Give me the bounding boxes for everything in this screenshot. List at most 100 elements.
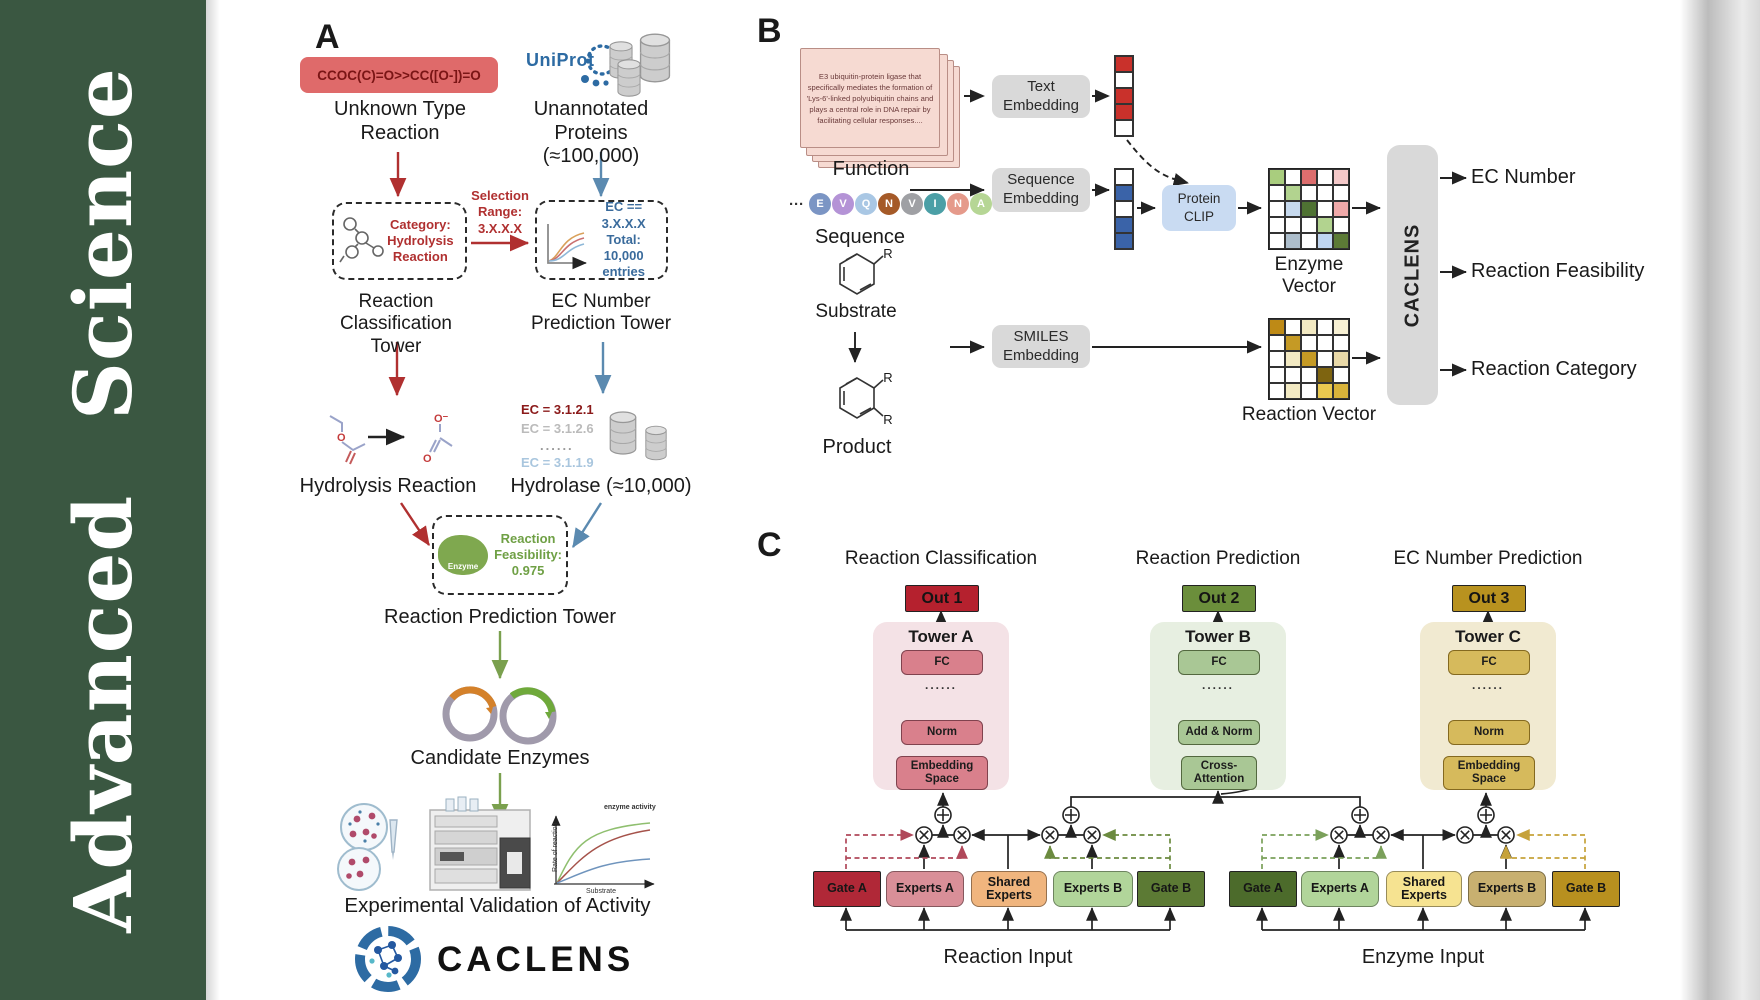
tower-b-add-norm: Add & Norm	[1178, 720, 1260, 745]
moe1-experts-b: Experts B	[1053, 871, 1133, 907]
residue-circle: E	[809, 193, 831, 215]
multiply-nodes	[915, 826, 1515, 844]
sequence-embedding-vector	[1114, 168, 1134, 250]
out-2-box: Out 2	[1182, 585, 1256, 612]
vector-cell	[1269, 319, 1285, 335]
curves-plot-icon	[547, 224, 587, 270]
product-r2-label: R	[883, 412, 893, 427]
panel-a-label: A	[315, 18, 340, 56]
heading-ec-number-prediction: EC Number Prediction	[1393, 548, 1583, 569]
tower-a-dots: ......	[924, 678, 957, 692]
tower-a-embedding-space: Embedding Space	[896, 756, 988, 790]
tower-b-cross-attention: Cross-Attention	[1181, 756, 1257, 790]
vector-cell	[1301, 185, 1317, 201]
tower-a-fc: FC	[901, 650, 983, 675]
vector-cell	[1269, 383, 1285, 399]
ec-range-text: EC == 3.X.X.X Total: 10,000 entries	[601, 199, 646, 280]
function-cards: E3 ubiquitin-protein ligase that specifi…	[800, 48, 960, 168]
function-label: Function	[832, 158, 910, 180]
vector-cell	[1269, 217, 1285, 233]
enzyme-icon: Enzyme	[438, 535, 489, 575]
vector-cell	[1269, 233, 1285, 249]
reaction-vector-grid	[1268, 318, 1350, 400]
add-nodes	[934, 806, 1495, 824]
unknown-type-reaction-label: Unknown Type Reaction	[334, 98, 466, 144]
vector-cell	[1285, 319, 1301, 335]
residue-circle: I	[924, 193, 946, 215]
moe2-gate-b: Gate B	[1552, 871, 1620, 907]
activity-chart-icon	[551, 815, 655, 889]
vector-cell	[1317, 185, 1333, 201]
vector-cell	[1317, 201, 1333, 217]
vector-cell	[1301, 319, 1317, 335]
sequence-label: Sequence	[814, 226, 906, 248]
vector-cell	[1115, 201, 1133, 217]
vector-cell	[1317, 233, 1333, 249]
vector-cell	[1285, 185, 1301, 201]
candidate-enzymes-label: Candidate Enzymes	[410, 747, 590, 769]
page-edge-shadow	[1680, 0, 1760, 1000]
moe1-gate-b: Gate B	[1137, 871, 1205, 907]
panel-b-label: B	[757, 12, 782, 50]
svg-text:O⁻: O⁻	[434, 413, 449, 425]
vector-cell	[1115, 104, 1133, 120]
vector-cell	[1301, 367, 1317, 383]
vector-cell	[1115, 185, 1133, 201]
journal-sidebar: Advanced Science	[0, 0, 206, 1000]
vector-cell	[1269, 201, 1285, 217]
hydrolysis-reaction-label: Hydrolysis Reaction	[299, 475, 477, 497]
uniprot-wordmark: UniProt	[526, 50, 595, 70]
sidebar-shadow	[206, 0, 220, 1000]
residue-circle: V	[901, 193, 923, 215]
feasibility-dashed-box: Enzyme Reaction Feasibility: 0.975	[432, 515, 568, 595]
vector-cell	[1333, 217, 1349, 233]
vector-cell	[1301, 217, 1317, 233]
vector-cell	[1333, 169, 1349, 185]
vector-cell	[1285, 335, 1301, 351]
caclens-bar-text: CACLENS	[1401, 223, 1424, 327]
vector-cell	[1285, 367, 1301, 383]
gate-signal-lines	[845, 829, 1586, 869]
vector-cell	[1115, 56, 1133, 72]
smiles-embedding-box: SMILES Embedding	[992, 325, 1090, 368]
operator-nodes	[915, 806, 1515, 844]
vector-cell	[1333, 367, 1349, 383]
vector-cell	[1269, 185, 1285, 201]
text-embedding-box: Text Embedding	[992, 75, 1090, 118]
moe1-gate-a: Gate A	[813, 871, 881, 907]
vector-cell	[1301, 201, 1317, 217]
vector-cell	[1333, 383, 1349, 399]
vector-cell	[1301, 383, 1317, 399]
vector-cell	[1269, 169, 1285, 185]
feasibility-text: Reaction Feasibility: 0.975	[494, 530, 563, 579]
vector-cell	[1285, 201, 1301, 217]
vector-cell	[1269, 351, 1285, 367]
vector-cell	[1115, 169, 1133, 185]
category-dashed-box: Category: Hydrolysis Reaction	[332, 202, 467, 280]
ec-number-prediction-tower-label: EC Number Prediction Tower	[530, 291, 672, 335]
cells-icon	[337, 803, 398, 891]
panel-c-label: C	[757, 526, 782, 564]
text-embedding-vector	[1114, 55, 1134, 137]
activity-chart-ylabel: Rate of reaction	[552, 822, 559, 872]
residue-circle: Q	[855, 193, 877, 215]
function-card-front: E3 ubiquitin-protein ligase that specifi…	[800, 48, 940, 148]
vector-cell	[1317, 217, 1333, 233]
hydrolysis-reaction-molecules: O O⁻ O	[329, 413, 453, 465]
out-1-box: Out 1	[905, 585, 979, 612]
tower-b-dots: ......	[1201, 678, 1234, 692]
molecule-sketch-icon	[339, 217, 384, 263]
tower-a: Tower A FC ...... Norm Embedding Space	[873, 622, 1009, 790]
vector-cell	[1333, 335, 1349, 351]
vector-cell	[1285, 351, 1301, 367]
heading-reaction-classification: Reaction Classification	[844, 548, 1038, 569]
vector-cell	[1115, 217, 1133, 233]
output-reaction-feasibility: Reaction Feasibility	[1471, 260, 1645, 282]
vector-cell	[1317, 367, 1333, 383]
product-label: Product	[822, 436, 892, 458]
ec-result-2: EC = 3.1.2.6	[521, 421, 594, 436]
vector-cell	[1317, 319, 1333, 335]
tower-b-fc: FC	[1178, 650, 1260, 675]
